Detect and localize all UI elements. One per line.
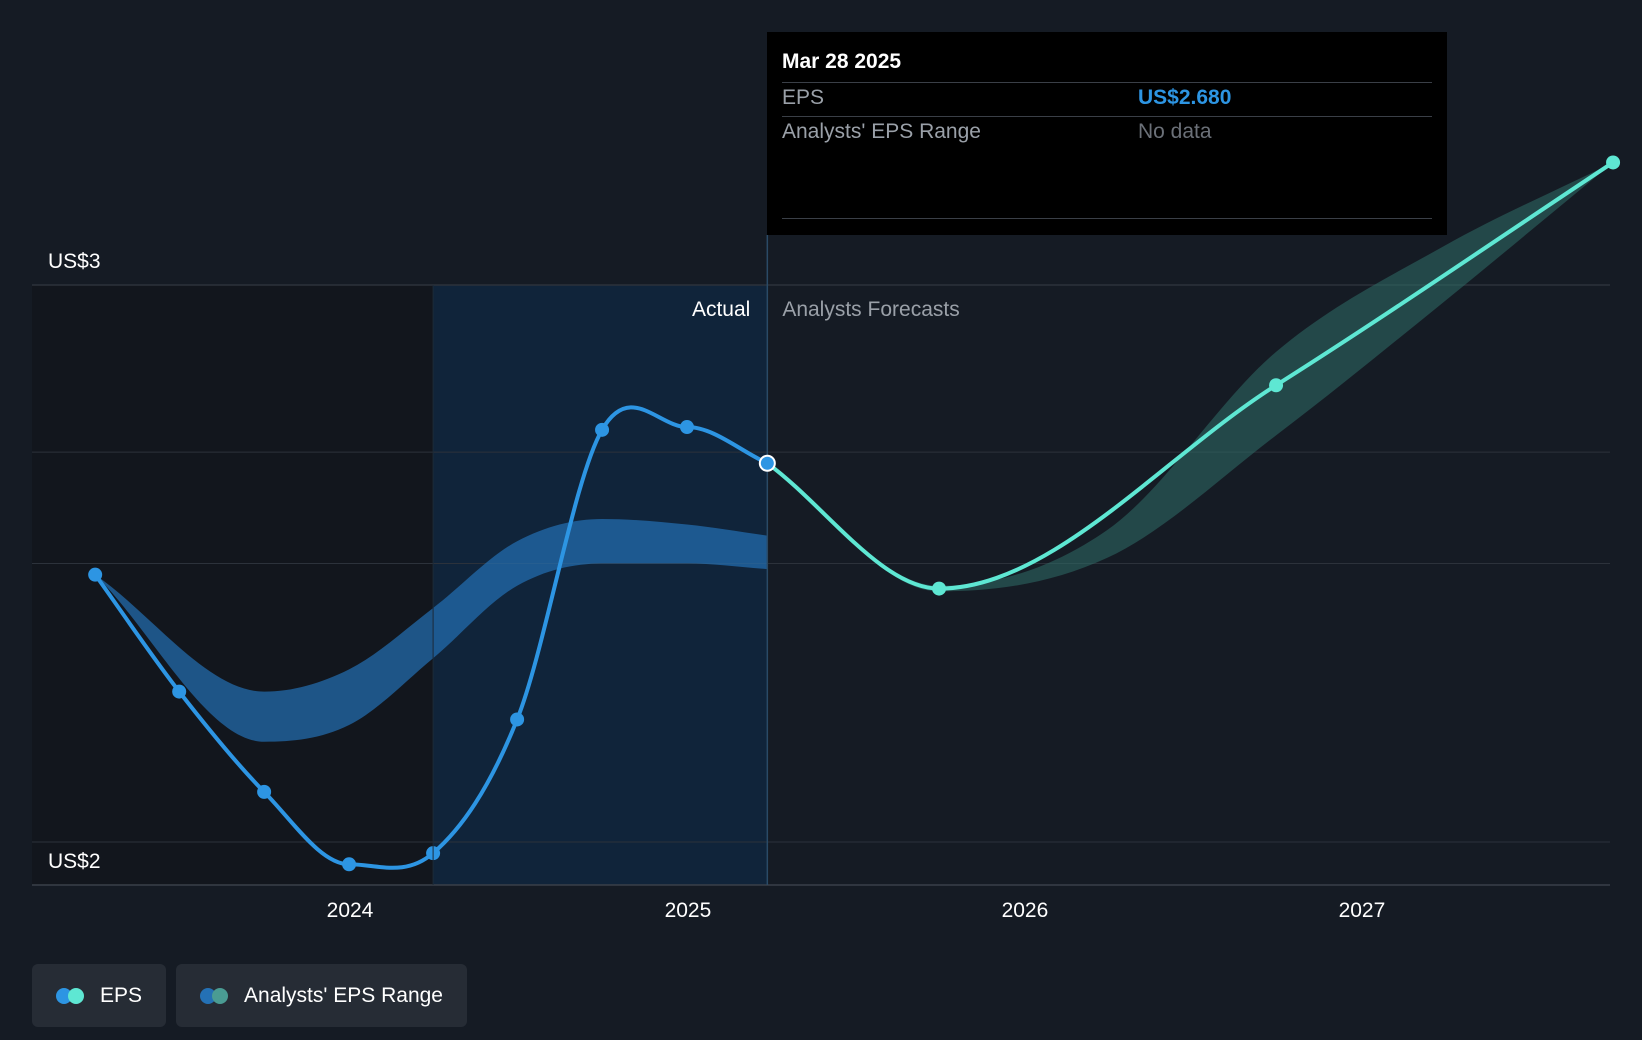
eps-point	[1269, 378, 1284, 393]
legend-dot-forecast-range	[212, 987, 229, 1004]
eps-line-forecast	[765, 160, 1616, 591]
tooltip-divider	[782, 116, 1432, 117]
tooltip-date: Mar 28 2025	[782, 50, 902, 73]
past-region-shade	[32, 285, 434, 885]
eps-point	[510, 712, 525, 727]
eps-line-actual	[93, 405, 770, 870]
axis-labels: US$3 US$2 2024 2025 2026 2027 Actual Analysts F…	[48, 250, 1385, 922]
tooltip: Mar 28 2025 EPS US$2.680 Analysts' EPS R…	[767, 32, 1447, 235]
tooltip-divider	[782, 218, 1432, 219]
forecast-region-label: Analysts Forecasts	[782, 298, 959, 321]
tooltip-divider	[782, 82, 1432, 83]
eps-points	[88, 155, 1621, 872]
eps-point-highlight	[758, 454, 776, 472]
y-tick-label: US$2	[48, 850, 101, 873]
eps-point	[680, 420, 694, 435]
grid-lines	[32, 284, 1610, 886]
eps-range-band-forecast	[767, 162, 1614, 592]
legend-swatch-icon	[200, 987, 230, 1004]
x-tick-label: 2025	[665, 899, 712, 922]
legend-item-eps-range[interactable]: Analysts' EPS Range	[176, 964, 467, 1027]
legend-label-eps-range: Analysts' EPS Range	[244, 983, 443, 1007]
x-tick-label: 2027	[1339, 899, 1386, 922]
x-tick-label: 2024	[327, 899, 374, 922]
legend-dot-forecast	[68, 987, 84, 1004]
y-tick-label: US$3	[48, 250, 101, 273]
eps-point	[257, 784, 272, 799]
eps-point	[88, 567, 103, 582]
eps-lines	[93, 160, 1616, 870]
eps-range-band-actual	[95, 518, 768, 742]
tooltip-range-value: No data	[1138, 120, 1212, 143]
legend-swatch-icon	[56, 987, 86, 1004]
actual-region-label: Actual	[692, 298, 750, 321]
legend-item-eps[interactable]: EPS	[32, 964, 167, 1027]
x-tick-label: 2026	[1002, 899, 1049, 922]
eps-point	[172, 684, 187, 699]
tooltip-range-label: Analysts' EPS Range	[782, 120, 981, 143]
eps-point	[1606, 155, 1621, 170]
eps-point	[932, 581, 947, 596]
eps-point	[342, 857, 357, 872]
eps-range-bands	[95, 162, 1614, 742]
eps-point	[595, 422, 610, 437]
tooltip-eps-value: US$2.680	[1138, 86, 1232, 109]
legend-label-eps: EPS	[100, 983, 143, 1007]
tooltip-eps-label: EPS	[782, 86, 825, 109]
legend: EPS Analysts' EPS Range	[32, 964, 467, 1027]
